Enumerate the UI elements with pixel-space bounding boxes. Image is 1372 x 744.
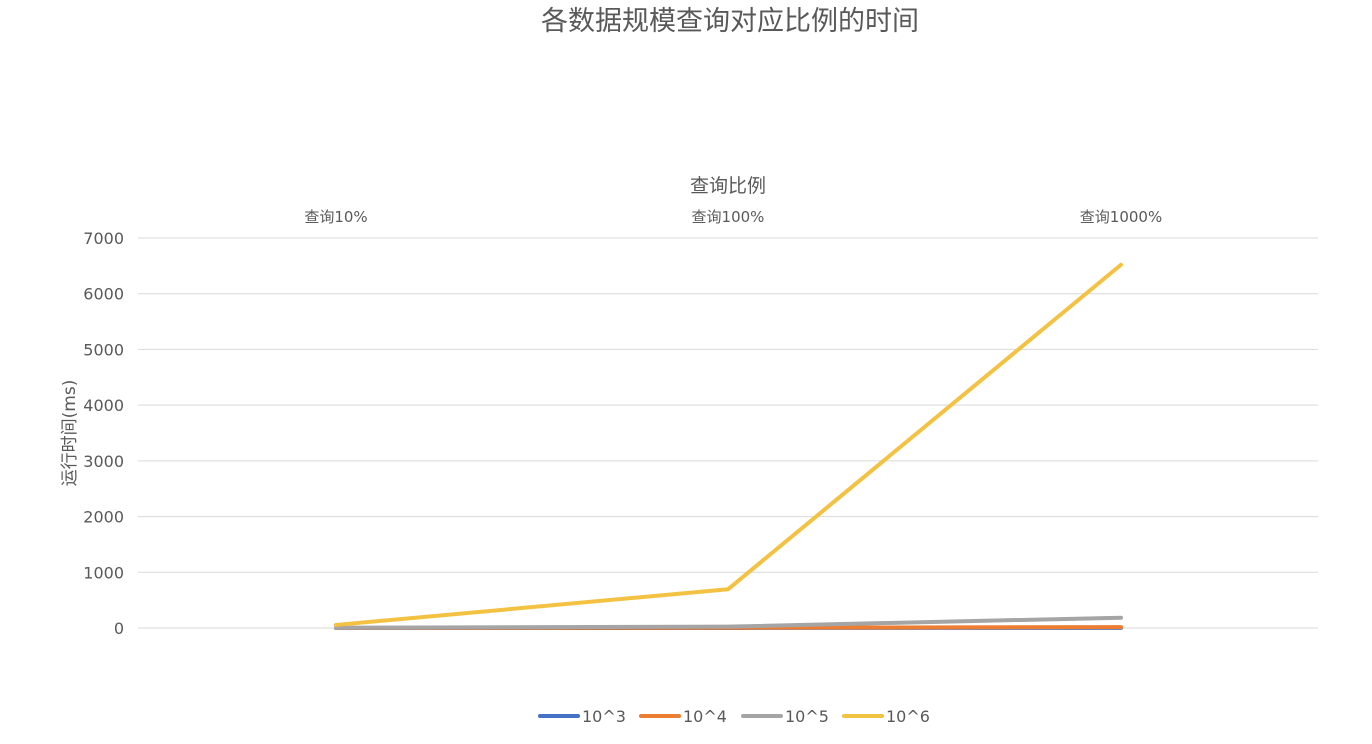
y-tick-label: 4000	[83, 396, 124, 415]
y-tick-label: 3000	[83, 452, 124, 471]
x-axis-ticks: 查询10% 查询100% 查询1000%	[304, 208, 1162, 226]
legend-label: 10^5	[785, 707, 829, 726]
y-tick-label: 2000	[83, 508, 124, 527]
chart-title: 各数据规模查询对应比例的时间	[541, 6, 919, 37]
y-axis-ticks: 0 1000 2000 3000 4000 5000 6000 7000	[83, 229, 124, 638]
legend-label: 10^4	[683, 707, 727, 726]
x-tick-label: 查询1000%	[1080, 208, 1162, 226]
legend-label: 10^3	[582, 707, 626, 726]
series-line-10-6	[334, 262, 1123, 627]
x-tick-label: 查询100%	[692, 208, 765, 226]
legend-item-10-4: 10^4	[639, 707, 727, 726]
y-tick-label: 0	[114, 619, 124, 638]
legend: 10^3 10^4 10^5 10^6	[538, 707, 930, 726]
gridlines	[138, 237, 1318, 629]
legend-item-10-3: 10^3	[538, 707, 626, 726]
legend-label: 10^6	[886, 707, 930, 726]
y-tick-label: 1000	[83, 563, 124, 582]
y-tick-label: 6000	[83, 285, 124, 304]
legend-item-10-6: 10^6	[842, 707, 930, 726]
legend-item-10-5: 10^5	[741, 707, 829, 726]
x-axis-label: 查询比例	[690, 175, 766, 197]
y-axis-label: 运行时间(ms)	[60, 380, 80, 487]
y-tick-label: 5000	[83, 340, 124, 359]
y-tick-label: 7000	[83, 229, 124, 248]
series-line-10-5	[334, 615, 1123, 630]
x-tick-label: 查询10%	[304, 208, 367, 226]
series-lines	[334, 262, 1123, 630]
